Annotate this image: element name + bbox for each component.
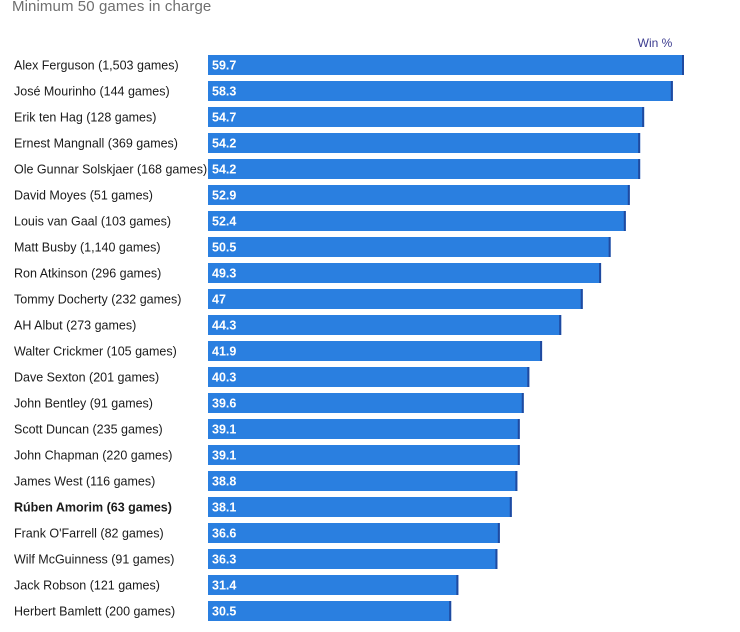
value-label: 54.2 [212, 163, 236, 177]
bar [208, 497, 512, 517]
category-label: Matt Busby (1,140 games) [14, 240, 161, 254]
category-label: David Moyes (51 games) [14, 188, 153, 202]
bar-end-marker [627, 185, 630, 205]
value-label: 36.6 [212, 527, 236, 541]
bar-end-marker [580, 289, 583, 309]
bar [208, 601, 452, 621]
bar [208, 445, 520, 465]
bar-end-marker [449, 601, 452, 621]
value-label: 58.3 [212, 85, 236, 99]
bar-end-marker [623, 211, 626, 231]
category-label: José Mourinho (144 games) [14, 84, 170, 98]
category-label: Wilf McGuinness (91 games) [14, 552, 174, 566]
bar [208, 263, 602, 283]
category-label: Dave Sexton (201 games) [14, 370, 159, 384]
bar [208, 133, 641, 153]
value-label: 31.4 [212, 579, 236, 593]
value-label: 50.5 [212, 241, 236, 255]
bar [208, 523, 500, 543]
category-label: Ole Gunnar Solskjaer (168 games) [14, 162, 207, 176]
value-label: 49.3 [212, 267, 236, 281]
value-label: 52.4 [212, 215, 236, 229]
bar [208, 393, 524, 413]
chart-subtitle: Minimum 50 games in charge [12, 0, 212, 15]
category-label: John Chapman (220 games) [14, 448, 172, 462]
bar-end-marker [638, 159, 641, 179]
bar [208, 341, 543, 361]
bar-end-marker [638, 133, 641, 153]
bar-end-marker [682, 55, 684, 75]
value-label: 30.5 [212, 605, 236, 619]
category-label: Rúben Amorim (63 games) [14, 500, 172, 514]
value-label: 54.2 [212, 137, 236, 151]
category-label: Scott Duncan (235 games) [14, 422, 163, 436]
value-label: 54.7 [212, 111, 236, 125]
value-label: 36.3 [212, 553, 236, 567]
category-label: Jack Robson (121 games) [14, 578, 160, 592]
bar [208, 575, 459, 595]
category-label: James West (116 games) [14, 474, 155, 488]
category-label: Ron Atkinson (296 games) [14, 266, 161, 280]
bar-end-marker [608, 237, 611, 257]
category-label: Alex Ferguson (1,503 games) [14, 58, 179, 72]
bar-end-marker [527, 367, 530, 387]
bar [208, 107, 645, 127]
value-label: 38.8 [212, 475, 236, 489]
value-label: 39.1 [212, 449, 236, 463]
category-label: Ernest Mangnall (369 games) [14, 136, 178, 150]
bar-end-marker [599, 263, 602, 283]
category-label: AH Albut (273 games) [14, 318, 136, 332]
bar [208, 159, 641, 179]
category-label: Louis van Gaal (103 games) [14, 214, 171, 228]
value-label: 59.7 [212, 59, 236, 73]
bar-end-marker [540, 341, 543, 361]
bar [208, 315, 562, 335]
bar [208, 211, 626, 231]
category-label: John Bentley (91 games) [14, 396, 153, 410]
bar-end-marker [517, 419, 520, 439]
value-label: 40.3 [212, 371, 236, 385]
bar-end-marker [509, 497, 512, 517]
bar-end-marker [521, 393, 524, 413]
bar [208, 549, 498, 569]
bar-rows: Alex Ferguson (1,503 games) 59.7 José Mour… [14, 55, 684, 621]
value-column-header: Win % [637, 36, 673, 50]
value-label: 47 [212, 293, 226, 307]
value-label: 39.6 [212, 397, 236, 411]
value-label: 39.1 [212, 423, 236, 437]
bar-end-marker [559, 315, 562, 335]
bar-end-marker [497, 523, 500, 543]
value-label: 41.9 [212, 345, 236, 359]
bar-end-marker [456, 575, 459, 595]
value-label: 44.3 [212, 319, 236, 333]
bar-end-marker [495, 549, 498, 569]
bar [208, 471, 518, 491]
category-label: Walter Crickmer (105 games) [14, 344, 177, 358]
category-label: Frank O'Farrell (82 games) [14, 526, 164, 540]
category-label: Tommy Docherty (232 games) [14, 292, 181, 306]
bar [208, 185, 630, 205]
value-label: 38.1 [212, 501, 236, 515]
bar-end-marker [670, 81, 673, 101]
bar-end-marker [515, 471, 518, 491]
bar [208, 55, 684, 75]
category-label: Herbert Bamlett (200 games) [14, 604, 175, 618]
value-label: 52.9 [212, 189, 236, 203]
bar-end-marker [517, 445, 520, 465]
bar [208, 419, 520, 439]
bar-end-marker [642, 107, 645, 127]
category-label: Erik ten Hag (128 games) [14, 110, 156, 124]
bar [208, 367, 530, 387]
bar [208, 237, 611, 257]
bar [208, 289, 583, 309]
bar [208, 81, 673, 101]
